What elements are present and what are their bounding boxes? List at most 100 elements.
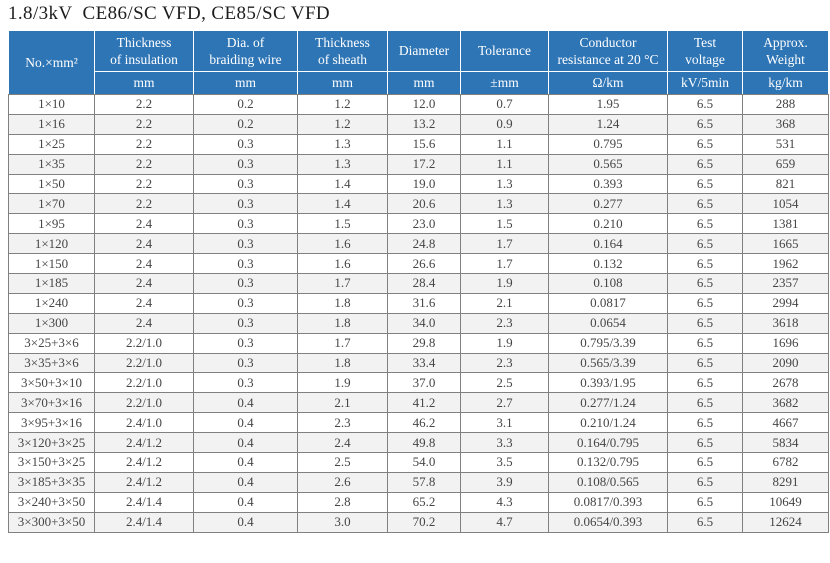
- spec-value-cell: 0.4: [193, 491, 298, 513]
- spec-value-cell: 0.210: [548, 213, 668, 235]
- spec-value-cell: 6.5: [667, 253, 743, 275]
- spec-value-cell: 0.4: [193, 412, 298, 434]
- spec-value-cell: 1.4: [297, 173, 388, 195]
- spec-value-cell: 0.9: [460, 113, 549, 135]
- spec-value-cell: 368: [742, 113, 829, 135]
- spec-value-cell: 1.2: [297, 113, 388, 135]
- spec-value-cell: 2.2/1.0: [94, 352, 194, 374]
- spec-value-cell: 6782: [742, 452, 829, 473]
- spec-size-cell: 1×150: [8, 253, 95, 275]
- spec-value-cell: 2.3: [460, 352, 549, 374]
- table-row: 3×70+3×16 2.2/1.0 0.4 2.1 41.2 2.7 0.277/1.24 6…: [8, 392, 829, 414]
- spec-value-cell: 26.6: [387, 253, 461, 275]
- spec-value-cell: 8291: [742, 471, 829, 493]
- table-row: 1×50 2.2 0.3 1.4 19.0 1.3 0.393 6.5 821: [8, 173, 829, 195]
- spec-size-cell: 3×185+3×35: [8, 471, 95, 493]
- spec-size-cell: 3×240+3×50: [8, 491, 95, 513]
- spec-value-cell: 3.1: [460, 412, 549, 434]
- table-row: 3×35+3×6 2.2/1.0 0.3 1.8 33.4 2.3 0.565/3.39 6.…: [8, 352, 829, 374]
- spec-value-cell: 1696: [742, 332, 829, 354]
- spec-value-cell: 0.3: [193, 372, 298, 394]
- spec-value-cell: 1.2: [297, 94, 388, 115]
- spec-value-cell: 2.4: [94, 273, 194, 294]
- spec-value-cell: 2.4/1.4: [94, 511, 194, 533]
- spec-value-cell: 28.4: [387, 273, 461, 294]
- table-row: 3×25+3×6 2.2/1.0 0.3 1.7 29.8 1.9 0.795/3.39 6.…: [8, 332, 829, 354]
- spec-value-cell: 0.4: [193, 392, 298, 414]
- spec-size-cell: 3×25+3×6: [8, 332, 95, 354]
- spec-value-cell: 1.3: [297, 133, 388, 155]
- cable-spec-table: No.×mm² Thickness of insulation Dia. of …: [8, 30, 829, 533]
- spec-value-cell: 41.2: [387, 392, 461, 414]
- table-row: 1×25 2.2 0.3 1.3 15.6 1.1 0.795 6.5 531: [8, 133, 829, 155]
- spec-value-cell: 20.6: [387, 193, 461, 215]
- spec-value-cell: 2.1: [297, 392, 388, 414]
- spec-value-cell: 2090: [742, 352, 829, 374]
- spec-value-cell: 1.9: [460, 332, 549, 354]
- spec-value-cell: 1.8: [297, 312, 388, 334]
- spec-value-cell: 54.0: [387, 452, 461, 473]
- unit-braiding-wire-dia: mm: [193, 71, 298, 95]
- page-title: 1.8/3kV CE86/SC VFD, CE85/SC VFD: [8, 3, 331, 24]
- spec-value-cell: 6.5: [667, 153, 743, 175]
- spec-value-cell: 0.3: [193, 193, 298, 215]
- spec-value-cell: 2.4/1.2: [94, 452, 194, 473]
- spec-value-cell: 3.5: [460, 452, 549, 473]
- spec-value-cell: 34.0: [387, 312, 461, 334]
- spec-value-cell: 1962: [742, 253, 829, 275]
- spec-value-cell: 0.3: [193, 292, 298, 314]
- table-row: 1×16 2.2 0.2 1.2 13.2 0.9 1.24 6.5 368: [8, 113, 829, 135]
- spec-value-cell: 1.9: [297, 372, 388, 394]
- spec-value-cell: 3.9: [460, 471, 549, 493]
- table-row: 1×10 2.2 0.2 1.2 12.0 0.7 1.95 6.5 288: [8, 94, 829, 115]
- unit-tolerance: ±mm: [460, 71, 549, 95]
- table-row: 3×50+3×10 2.2/1.0 0.3 1.9 37.0 2.5 0.393/1.95 6…: [8, 372, 829, 394]
- spec-size-cell: 3×150+3×25: [8, 452, 95, 473]
- table-header: No.×mm² Thickness of insulation Dia. of …: [8, 30, 829, 95]
- spec-value-cell: 531: [742, 133, 829, 155]
- spec-value-cell: 3618: [742, 312, 829, 334]
- spec-value-cell: 31.6: [387, 292, 461, 314]
- spec-value-cell: 1.6: [297, 233, 388, 255]
- spec-value-cell: 4.7: [460, 511, 549, 533]
- spec-value-cell: 6.5: [667, 133, 743, 155]
- spec-size-cell: 1×185: [8, 273, 95, 294]
- spec-value-cell: 6.5: [667, 332, 743, 354]
- col-header-sheath-thickness: Thickness of sheath: [297, 30, 388, 72]
- spec-value-cell: 0.108: [548, 273, 668, 294]
- spec-value-cell: 0.108/0.565: [548, 471, 668, 493]
- spec-size-cell: 3×120+3×25: [8, 432, 95, 454]
- spec-value-cell: 821: [742, 173, 829, 195]
- table-row: 3×95+3×16 2.4/1.0 0.4 2.3 46.2 3.1 0.210/1.24 6…: [8, 412, 829, 434]
- spec-value-cell: 0.4: [193, 471, 298, 493]
- spec-value-cell: 0.3: [193, 233, 298, 255]
- spec-value-cell: 2.2: [94, 133, 194, 155]
- spec-value-cell: 2.6: [297, 471, 388, 493]
- table-row: 3×240+3×50 2.4/1.4 0.4 2.8 65.2 4.3 0.0817/0.3…: [8, 491, 829, 513]
- spec-value-cell: 0.3: [193, 133, 298, 155]
- spec-size-cell: 1×10: [8, 94, 95, 115]
- spec-value-cell: 2.4/1.0: [94, 412, 194, 434]
- spec-value-cell: 0.3: [193, 273, 298, 294]
- spec-value-cell: 2.4/1.2: [94, 471, 194, 493]
- spec-size-cell: 3×70+3×16: [8, 392, 95, 414]
- table-body: 1×10 2.2 0.2 1.2 12.0 0.7 1.95 6.5 288 1×16 2.2 0.2…: [8, 94, 829, 533]
- spec-value-cell: 1.24: [548, 113, 668, 135]
- spec-value-cell: 2.4: [94, 253, 194, 275]
- table-row: 1×35 2.2 0.3 1.3 17.2 1.1 0.565 6.5 659: [8, 153, 829, 175]
- spec-value-cell: 0.132/0.795: [548, 452, 668, 473]
- spec-value-cell: 0.3: [193, 312, 298, 334]
- spec-value-cell: 6.5: [667, 491, 743, 513]
- spec-value-cell: 0.393/1.95: [548, 372, 668, 394]
- col-header-diameter: Diameter: [387, 30, 461, 72]
- spec-value-cell: 46.2: [387, 412, 461, 434]
- table-row: 3×120+3×25 2.4/1.2 0.4 2.4 49.8 3.3 0.164/0.79…: [8, 432, 829, 454]
- table-row: 1×240 2.4 0.3 1.8 31.6 2.1 0.0817 6.5 2994: [8, 292, 829, 314]
- spec-value-cell: 0.565: [548, 153, 668, 175]
- spec-value-cell: 0.2: [193, 113, 298, 135]
- spec-value-cell: 19.0: [387, 173, 461, 195]
- spec-value-cell: 2.2: [94, 94, 194, 115]
- col-header-insulation-thickness: Thickness of insulation: [94, 30, 194, 72]
- spec-value-cell: 659: [742, 153, 829, 175]
- spec-value-cell: 2994: [742, 292, 829, 314]
